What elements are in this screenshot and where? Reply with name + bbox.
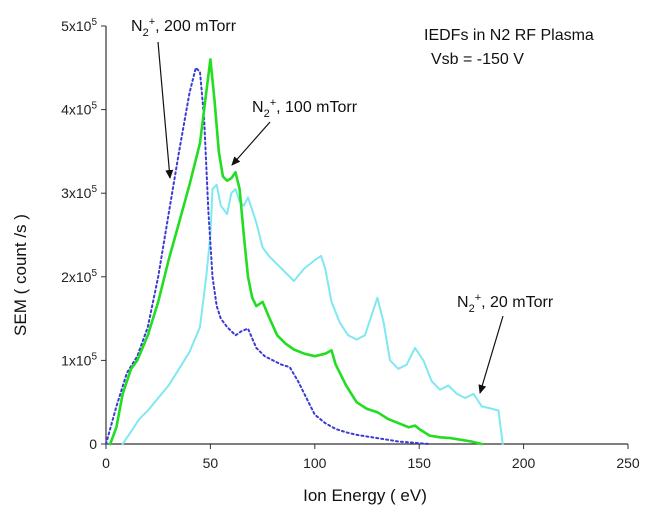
x-tick-label: 200 xyxy=(512,455,536,471)
axes: 0 50 100 150 200 250 0 1x105 2x105 3x105 4x105 5x10… xyxy=(61,17,640,471)
x-tick-label: 100 xyxy=(303,455,327,471)
y-axis-title: SEM ( count /s ) xyxy=(11,214,30,336)
x-tick-label: 0 xyxy=(102,455,110,471)
y-tick-label: 2x105 xyxy=(61,268,97,285)
series-line-1 xyxy=(108,58,484,446)
series-label-0: N2+, 200 mTorr xyxy=(131,16,237,39)
series-label-1: N2+, 100 mTorr xyxy=(252,97,358,120)
x-axis-title: Ion Energy ( eV) xyxy=(303,486,427,505)
chart-title-line-1: IEDFs in N2 RF Plasma xyxy=(424,27,594,44)
x-tick-label: 50 xyxy=(203,455,219,471)
series-group xyxy=(105,58,504,446)
annotations: N2+, 200 mTorr N2+, 100 mTorr N2+, 20 mTor… xyxy=(131,16,554,394)
y-tick-label: 1x105 xyxy=(61,351,97,368)
series-arrow-1 xyxy=(231,121,271,166)
y-tick-label: 5x105 xyxy=(61,17,97,34)
series-arrow-0 xyxy=(157,41,174,179)
series-line-0 xyxy=(105,66,431,445)
x-tick-label: 250 xyxy=(616,455,640,471)
series-label-2: N2+, 20 mTorr xyxy=(457,292,554,315)
series-arrow-2 xyxy=(478,315,504,394)
chart-title-line-2: Vsb = -150 V xyxy=(431,51,524,68)
y-tick-label: 0 xyxy=(89,436,97,452)
series-line-2 xyxy=(121,183,504,445)
x-tick-label: 150 xyxy=(408,455,432,471)
y-tick-label: 4x105 xyxy=(61,101,97,118)
y-tick-label: 3x105 xyxy=(61,184,97,201)
